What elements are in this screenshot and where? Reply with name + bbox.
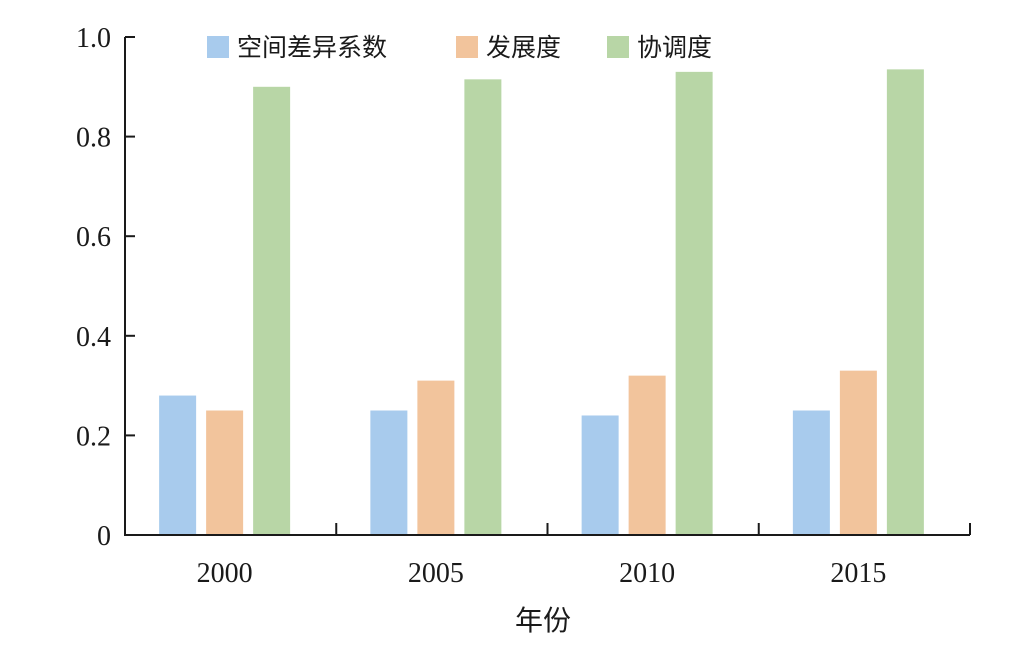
x-tick-label: 2010 xyxy=(619,558,675,589)
bar-2010-0 xyxy=(581,415,619,535)
bar-2005-0 xyxy=(370,410,408,535)
y-tick-label: 0 xyxy=(97,521,111,552)
legend-label: 发展度 xyxy=(486,33,561,62)
y-tick-label: 0.4 xyxy=(76,322,111,353)
x-axis-title: 年份 xyxy=(515,604,571,637)
x-tick-label: 2015 xyxy=(830,558,886,589)
bar-2005-1 xyxy=(417,380,455,535)
legend: 空间差异系数 发展度 协调度 xyxy=(207,33,712,62)
legend-label: 协调度 xyxy=(637,33,712,62)
bar-2015-0 xyxy=(792,410,830,535)
bar-2005-2 xyxy=(464,79,502,535)
legend-swatch xyxy=(207,36,229,58)
legend-swatch xyxy=(607,36,629,58)
x-tick-label: 2005 xyxy=(408,558,464,589)
bars-group xyxy=(159,69,924,536)
y-tick-label: 1.0 xyxy=(76,23,111,54)
y-axis-ticks: 0 0.2 0.4 0.6 0.8 1.0 xyxy=(76,23,135,552)
bar-2010-1 xyxy=(628,375,666,535)
y-tick-label: 0.2 xyxy=(76,421,111,452)
y-tick-label: 0.8 xyxy=(76,123,111,154)
bar-2015-2 xyxy=(886,69,924,536)
bar-2000-2 xyxy=(253,86,291,536)
legend-swatch xyxy=(456,36,478,58)
x-tick-label: 2000 xyxy=(197,558,253,589)
bar-2000-0 xyxy=(159,395,197,535)
bar-2010-2 xyxy=(675,71,713,536)
x-axis-ticks: 2000 2005 2010 2015 xyxy=(197,523,971,589)
bar-2015-1 xyxy=(839,370,877,535)
y-tick-label: 0.6 xyxy=(76,222,111,253)
legend-label: 空间差异系数 xyxy=(237,33,387,62)
bar-2000-1 xyxy=(206,410,244,535)
